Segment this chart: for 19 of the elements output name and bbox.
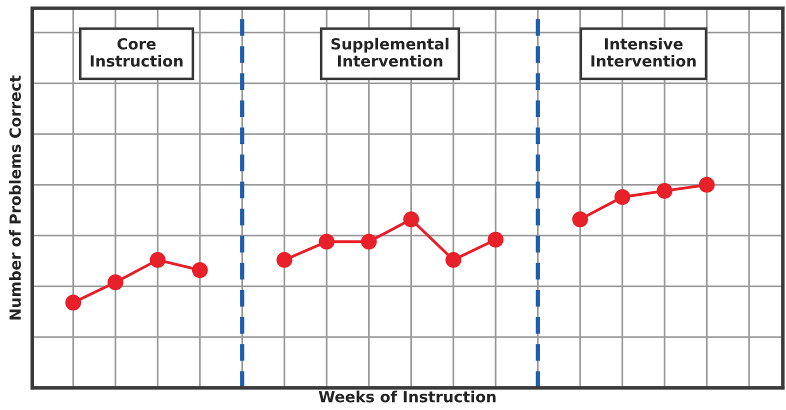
y-axis-title: Number of Problems Correct <box>9 75 21 320</box>
point <box>572 211 588 228</box>
point <box>150 252 166 268</box>
point <box>192 262 208 278</box>
point <box>360 234 377 250</box>
point <box>698 176 715 193</box>
point <box>276 252 292 268</box>
point <box>65 294 82 311</box>
point <box>614 189 630 205</box>
point <box>318 234 335 250</box>
point <box>488 232 504 248</box>
text: Intensive Intervention <box>591 38 696 67</box>
point <box>445 252 462 268</box>
x-axis-title: Weeks of Instruction <box>318 390 496 402</box>
point <box>656 183 672 199</box>
text: Supplemental Intervention <box>331 38 448 67</box>
point <box>403 211 420 228</box>
text: Core Instruction <box>90 38 183 67</box>
point <box>108 274 124 290</box>
